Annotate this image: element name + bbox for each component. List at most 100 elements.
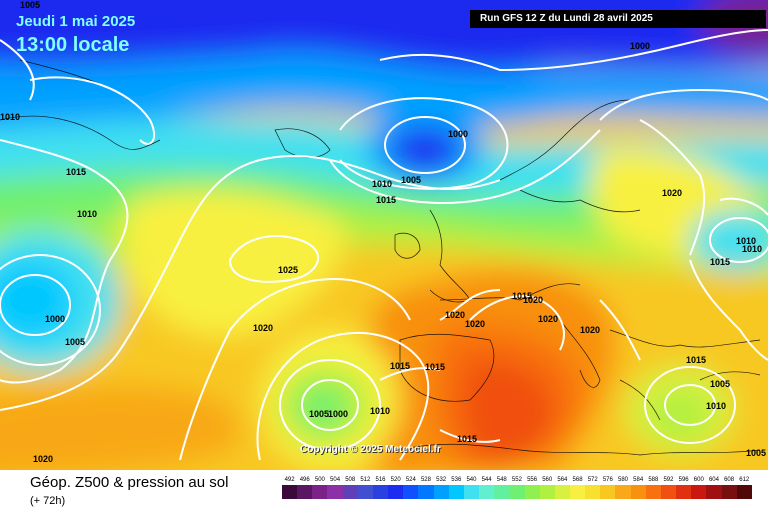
legend-label: 524 (405, 477, 416, 483)
legend-swatch (539, 485, 555, 499)
isobar-label: 1010 (77, 209, 97, 219)
legend-swatch (645, 485, 661, 499)
isobar-label: 1020 (523, 295, 543, 305)
isobar-label: 1000 (45, 314, 65, 324)
legend-swatch (357, 485, 373, 499)
isobar-label: 1005 (20, 0, 40, 10)
legend-label: 560 (542, 477, 553, 483)
isobar-label: 1005 (65, 337, 85, 347)
legend-swatch (448, 485, 464, 499)
legend-swatch (585, 485, 601, 499)
legend-bar (282, 485, 752, 499)
legend-swatch (524, 485, 540, 499)
isobar-label: 1020 (465, 319, 485, 329)
legend-label: 584 (633, 477, 644, 483)
legend-label: 596 (678, 477, 689, 483)
isobar-label: 1010 (0, 112, 20, 122)
isobar-label: 1025 (278, 265, 298, 275)
isobar-label: 1000 (448, 129, 468, 139)
legend-label: 604 (708, 477, 719, 483)
isobar-label: 1015 (710, 257, 730, 267)
legend-label: 528 (420, 477, 431, 483)
legend-label: 516 (375, 477, 386, 483)
isobar-label: 1015 (390, 361, 410, 371)
legend-swatch (615, 485, 631, 499)
legend-swatch (736, 485, 752, 499)
isobar-label: 1000 (328, 409, 348, 419)
legend-swatch (388, 485, 404, 499)
isobar-label: 1015 (425, 362, 445, 372)
map-subtitle: (+ 72h) (30, 495, 66, 507)
isobar-label: 1020 (253, 323, 273, 333)
legend-swatch (403, 485, 419, 499)
isobar-label: 1020 (445, 310, 465, 320)
legend-swatch (706, 485, 722, 499)
legend-label: 500 (314, 477, 325, 483)
isobar-label: 1000 (630, 41, 650, 51)
isobar-label: 1010 (372, 179, 392, 189)
color-legend: 492 496 500 504 508 512 516 520 524 528 532 536 540 5… (282, 477, 752, 499)
isobar-label: 1015 (686, 355, 706, 365)
legend-label: 556 (527, 477, 538, 483)
forecast-date: Jeudi 1 mai 2025 (16, 13, 136, 30)
isobar-label: 1010 (706, 401, 726, 411)
isobar-label: 1020 (33, 454, 53, 464)
isobar-label: 1020 (662, 188, 682, 198)
legend-label: 552 (511, 477, 522, 483)
legend-label: 496 (299, 477, 310, 483)
forecast-time: 13:00 locale (16, 34, 130, 56)
run-info: Run GFS 12 Z du Lundi 28 avril 2025 (470, 10, 766, 28)
legend-labels: 492 496 500 504 508 512 516 520 524 528 532 536 540 5… (282, 477, 752, 483)
isobar-label: 1010 (736, 236, 756, 246)
isobar-label: 1015 (457, 434, 477, 444)
legend-swatch (600, 485, 616, 499)
isobar-label: 1005 (746, 448, 766, 458)
legend-label: 592 (663, 477, 674, 483)
legend-label: 612 (739, 477, 750, 483)
legend-label: 508 (345, 477, 356, 483)
legend-swatch (554, 485, 570, 499)
legend-swatch (691, 485, 707, 499)
legend-label: 576 (602, 477, 613, 483)
legend-swatch (327, 485, 343, 499)
legend-label: 504 (330, 477, 341, 483)
legend-swatch (297, 485, 313, 499)
isobars (0, 29, 768, 461)
isobar-label: 1015 (66, 167, 86, 177)
footer-bar: Géop. Z500 & pression au sol (+ 72h) 492… (0, 470, 768, 512)
legend-label: 548 (496, 477, 507, 483)
geopotential-field (0, 0, 768, 470)
legend-label: 564 (557, 477, 568, 483)
legend-swatch (342, 485, 358, 499)
legend-label: 536 (451, 477, 462, 483)
legend-swatch (721, 485, 737, 499)
isobar-label: 1020 (538, 314, 558, 324)
isobar-label: 1020 (580, 325, 600, 335)
legend-swatch (372, 485, 389, 499)
legend-swatch (494, 485, 510, 499)
weather-map: 1005 1010 1015 1010 1000 1005 1025 1020 … (0, 0, 768, 470)
legend-swatch (676, 485, 692, 499)
copyright: Copyright © 2025 Meteociel.fr (300, 444, 441, 455)
legend-swatch (418, 485, 434, 499)
legend-label: 520 (390, 477, 401, 483)
isobar-label: 1015 (512, 291, 532, 301)
legend-swatch (479, 485, 495, 499)
legend-swatch (433, 485, 449, 499)
isobar-label: 1015 (376, 195, 396, 205)
legend-label: 492 (284, 477, 295, 483)
legend-swatch (282, 485, 298, 499)
legend-label: 544 (481, 477, 492, 483)
legend-label: 600 (693, 477, 704, 483)
isobar-label: 1010 (742, 244, 762, 254)
legend-label: 532 (436, 477, 447, 483)
legend-swatch (660, 485, 677, 499)
isobar-label: 1005 (401, 175, 421, 185)
legend-swatch (569, 485, 586, 499)
legend-label: 568 (572, 477, 583, 483)
legend-label: 588 (648, 477, 659, 483)
legend-swatch (463, 485, 480, 499)
legend-swatch (312, 485, 328, 499)
legend-swatch (509, 485, 525, 499)
legend-label: 580 (618, 477, 629, 483)
